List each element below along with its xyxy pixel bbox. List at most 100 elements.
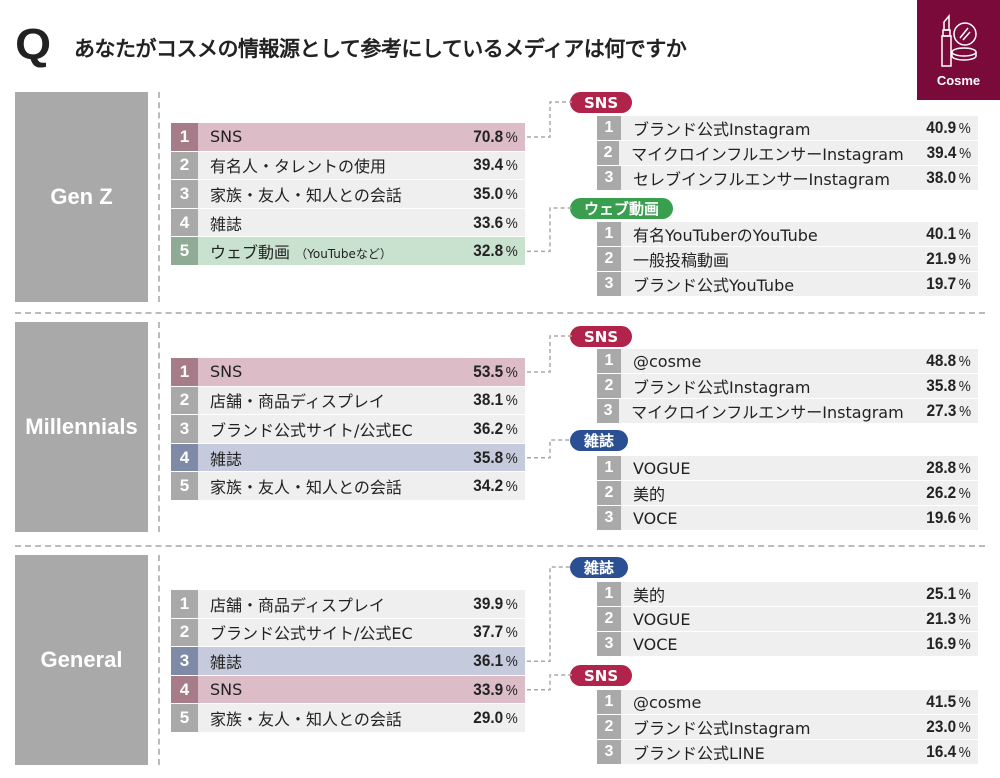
detail-label: セレブインフルエンサーInstagram [633,170,890,189]
detail-row: 1 有名YouTuberのYouTube 40.1% [597,222,978,247]
percentage: 41.5% [906,692,978,712]
percentage-value: 21.3 [926,609,957,628]
divider [158,322,160,532]
rank-number: 2 [597,607,621,631]
connector-line [527,207,572,253]
percentage-value: 19.7 [926,274,957,293]
question-mark: Q [15,20,52,69]
media-name: 家族・友人・知人との会話 [210,185,402,205]
page-title: あなたがコスメの情報源として参考にしているメディアは何ですか [74,37,687,61]
percent-unit: % [505,595,518,613]
ranking-row: 5 ウェブ動画 （YouTubeなど） 32.8% [171,237,525,266]
segment-label: General [15,555,148,765]
media-label: 店舗・商品ディスプレイ [198,592,435,616]
ranking-row: 1 SNS 53.5% [171,358,525,387]
rank-number: 1 [171,590,198,618]
percentage: 35.0% [444,184,525,204]
percentage-value: 39.4 [473,155,504,175]
percent-unit: % [505,214,518,232]
detail-row: 1 @cosme 48.8% [597,349,978,374]
percentage: 19.6% [906,508,978,528]
detail-row: 1 ブランド公式Instagram 40.9% [597,116,978,141]
rank-number: 1 [171,358,198,386]
percentage: 39.4% [911,143,978,163]
media-label: 雑誌 [198,649,435,673]
percent-unit: % [958,145,971,162]
percentage-value: 35.8 [926,376,957,395]
percentage: 21.3% [906,609,978,629]
percentage: 16.4% [906,742,978,762]
percentage-value: 36.1 [473,650,504,670]
segment-section: General 1 店舗・商品ディスプレイ 39.9% 2 ブランド公式サイト/公式EC 3… [0,555,1000,767]
percentage-value: 48.8 [926,351,957,370]
ranking-row: 1 店舗・商品ディスプレイ 39.9% [171,590,525,619]
rank-number: 1 [597,582,621,606]
detail-row: 2 VOGUE 21.3% [597,607,978,632]
percentage: 34.2% [444,476,525,496]
detail-label: マイクロインフルエンサーInstagram [631,145,904,164]
rank-number: 1 [597,116,621,140]
percentage-value: 39.9 [473,593,504,613]
percentage: 33.6% [444,213,525,233]
percentage: 38.1% [444,390,525,410]
rank-number: 1 [597,690,621,714]
percentage: 35.8% [906,376,978,396]
rank-number: 2 [597,715,621,739]
percentage-value: 32.8 [473,241,504,261]
detail-label: 美的 [633,485,666,504]
percentage-value: 34.2 [473,476,504,496]
percent-unit: % [505,710,518,728]
rank-number: 2 [597,481,621,505]
percentage: 39.9% [444,594,525,614]
percentage: 32.8% [444,241,525,261]
divider [158,92,160,302]
percentage-value: 40.1 [926,224,957,243]
rank-number: 3 [597,506,621,530]
ranking-row: 4 雑誌 33.6% [171,208,525,238]
media-name: ブランド公式サイト/公式EC [210,624,413,644]
detail-table: 1 有名YouTuberのYouTube 40.1% 2 一般投稿動画 21.9% 3 ブラン… [597,222,978,297]
segment-label: Millennials [15,322,148,532]
detail-table: 1 美的 25.1% 2 VOGUE 21.3% 3 VOCE 16.9% [597,582,978,657]
percent-unit: % [505,681,518,699]
rank-number: 1 [597,222,621,246]
detail-label: ブランド公式Instagram [633,719,811,738]
media-label: ブランド公式サイト/公式EC [198,417,435,441]
media-label: SNS [198,680,435,699]
detail-table: 1 @cosme 41.5% 2 ブランド公式Instagram 23.0% 3 ブランド公式… [597,690,978,765]
media-label: 雑誌 [198,211,435,235]
detail-label: ブランド公式YouTube [633,276,795,295]
percentage: 37.7% [444,622,525,642]
media-label: ブランド公式サイト/公式EC [198,620,435,644]
ranking-row: 5 家族・友人・知人との会話 29.0% [171,704,525,733]
detail-row: 3 VOCE 19.6% [597,506,978,531]
percent-unit: % [505,652,518,670]
percent-unit: % [958,353,971,370]
percentage: 53.5% [444,362,525,382]
category-badge: Cosme [917,0,1000,100]
percent-unit: % [505,624,518,642]
percentage: 36.2% [444,419,525,439]
rank-number: 4 [171,675,198,704]
ranking-row: 2 店舗・商品ディスプレイ 38.1% [171,386,525,416]
detail-label: 有名YouTuberのYouTube [633,226,818,245]
media-name: 店舗・商品ディスプレイ [210,595,385,615]
percent-unit: % [958,510,971,527]
percentage: 40.1% [906,224,978,244]
percentage: 40.9% [906,118,978,138]
percentage-value: 16.4 [926,742,957,761]
percentage-value: 29.0 [473,708,504,728]
percentage-value: 53.5 [473,361,504,381]
connector-line [527,101,572,138]
rank-number: 4 [171,443,198,472]
percentage: 39.4% [444,155,525,175]
segment-section: Millennials 1 SNS 53.5% 2 店舗・商品ディスプレイ 38.1% 3 ブラ… [0,322,1000,534]
percent-unit: % [958,170,971,187]
percentage: 16.9% [906,634,978,654]
percentage-value: 36.2 [473,418,504,438]
detail-row: 2 一般投稿動画 21.9% [597,247,978,272]
rank-number: 2 [171,151,198,180]
detail-label: 美的 [633,586,666,605]
detail-label: @cosme [633,692,702,712]
media-name: ウェブ動画 [210,243,291,263]
